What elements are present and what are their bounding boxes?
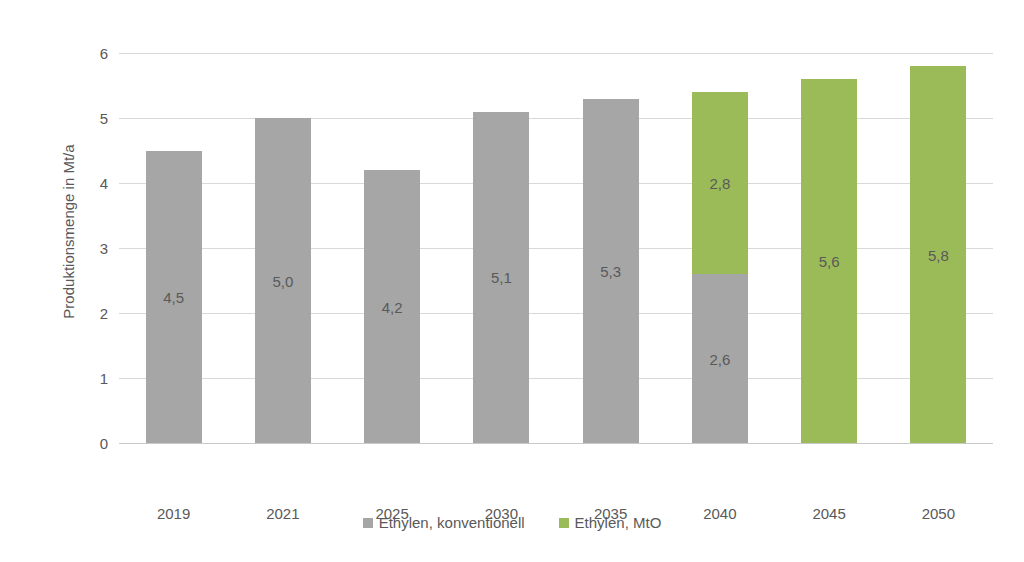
bar-value-label: 2,8 <box>690 176 750 191</box>
gridline-y-1 <box>119 378 993 379</box>
gridline-y-6 <box>119 53 993 54</box>
plot-area: 01234564,520195,020214,220255,120305,320… <box>119 53 993 443</box>
bar-value-label: 5,1 <box>471 270 531 285</box>
gridline-y-0 <box>119 443 993 444</box>
y-tick-label: 4 <box>68 176 108 191</box>
y-tick-label: 1 <box>68 371 108 386</box>
legend-item: Ethylen, konventionell <box>363 514 525 531</box>
bar-value-label: 4,2 <box>362 300 422 315</box>
bar-value-label: 5,8 <box>908 248 968 263</box>
legend-swatch-icon <box>559 518 569 528</box>
legend-item: Ethylen, MtO <box>559 514 662 531</box>
gridline-y-2 <box>119 313 993 314</box>
bar-value-label: 5,0 <box>253 274 313 289</box>
bar-chart: Produktionsmenge in Mt/a 01234564,520195… <box>0 0 1024 562</box>
gridline-y-5 <box>119 118 993 119</box>
legend-label: Ethylen, konventionell <box>379 514 525 531</box>
legend: Ethylen, konventionell Ethylen, MtO <box>0 514 1024 531</box>
y-tick-label: 2 <box>68 306 108 321</box>
y-tick-label: 0 <box>68 436 108 451</box>
y-tick-label: 5 <box>68 111 108 126</box>
y-tick-label: 3 <box>68 241 108 256</box>
gridline-y-4 <box>119 183 993 184</box>
legend-swatch-icon <box>363 518 373 528</box>
bar-value-label: 2,6 <box>690 352 750 367</box>
legend-label: Ethylen, MtO <box>575 514 662 531</box>
gridline-y-3 <box>119 248 993 249</box>
bar-value-label: 5,3 <box>581 264 641 279</box>
bar-value-label: 4,5 <box>144 290 204 305</box>
bar-value-label: 5,6 <box>799 254 859 269</box>
y-tick-label: 6 <box>68 46 108 61</box>
